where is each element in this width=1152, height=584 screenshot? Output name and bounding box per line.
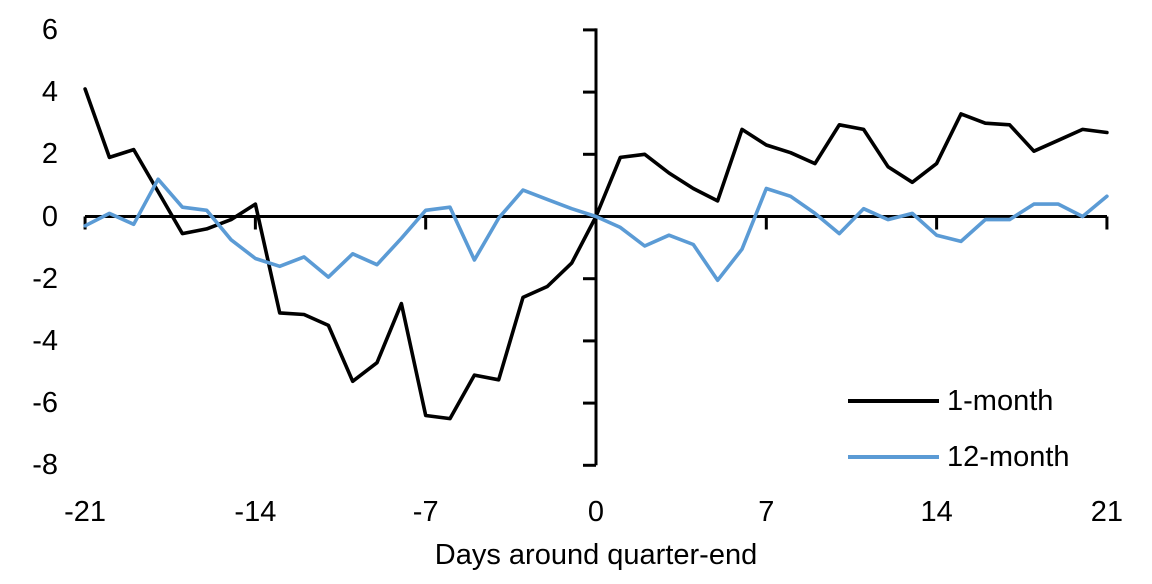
y-tick-label: -8 — [32, 449, 58, 482]
legend-item-12-month: 12-month — [848, 441, 1070, 473]
x-tick-label: -21 — [64, 496, 107, 528]
y-tick-label: 6 — [41, 13, 58, 46]
y-tick-label: 0 — [41, 200, 58, 233]
legend-label: 12-month — [947, 441, 1070, 473]
x-tick-label: -14 — [234, 496, 277, 528]
x-tick-label: 14 — [920, 496, 953, 528]
series-line-12-month — [83, 177, 1109, 283]
y-tick-label: 4 — [41, 76, 58, 109]
y-tick-label: -4 — [32, 324, 58, 357]
y-tick-label: -6 — [32, 387, 58, 420]
legend-line-swatch-black — [848, 399, 939, 403]
x-tick-label: -7 — [412, 496, 439, 528]
legend-label: 1-month — [947, 385, 1054, 417]
legend-item-1-month: 1-month — [848, 385, 1053, 417]
y-tick-label: 2 — [41, 138, 58, 171]
x-tick-label: 7 — [758, 496, 775, 528]
x-tick-label: 0 — [587, 496, 605, 528]
y-tick-label: -2 — [32, 262, 58, 295]
x-axis-title: Days around quarter-end — [434, 539, 758, 571]
x-tick-label: 21 — [1090, 496, 1124, 528]
legend-line-swatch-blue — [848, 455, 939, 459]
